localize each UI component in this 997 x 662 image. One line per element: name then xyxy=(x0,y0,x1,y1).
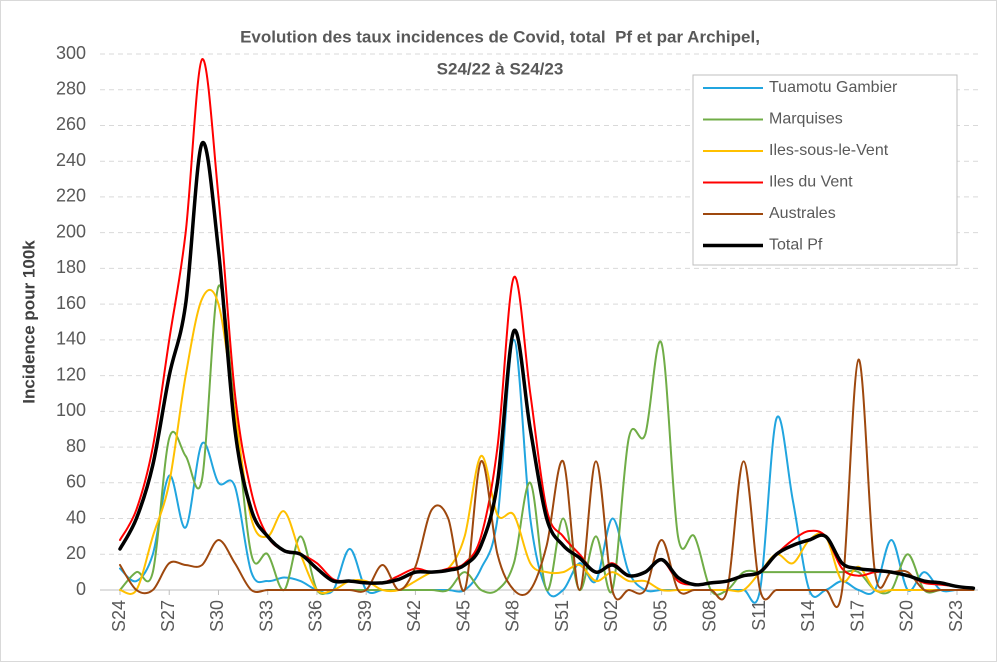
x-tick-label: S02 xyxy=(601,600,621,632)
x-tick-label: S39 xyxy=(355,600,375,632)
x-tick-label: S14 xyxy=(798,600,818,632)
x-tick-label: S36 xyxy=(306,600,326,632)
series-line xyxy=(119,284,975,596)
x-tick-label: S42 xyxy=(404,600,424,632)
y-tick-label: 40 xyxy=(66,507,86,527)
x-tick-label: S33 xyxy=(256,600,276,632)
x-tick-label: S27 xyxy=(158,600,178,632)
series-line xyxy=(119,58,975,590)
x-tick-label: S30 xyxy=(207,600,227,632)
legend-label: Australes xyxy=(769,205,836,222)
y-axis-title: Incidence pour 100k xyxy=(19,240,38,404)
y-tick-label: 180 xyxy=(56,257,86,277)
y-tick-label: 140 xyxy=(56,329,86,349)
y-tick-label: 300 xyxy=(56,43,86,63)
y-tick-label: 260 xyxy=(56,114,86,134)
y-tick-label: 220 xyxy=(56,186,86,206)
legend-box xyxy=(692,74,958,266)
x-tick-label: S45 xyxy=(453,600,473,632)
y-tick-label: 120 xyxy=(56,364,86,384)
x-tick-label: S08 xyxy=(700,600,720,632)
x-tick-label: S23 xyxy=(946,600,966,632)
y-tick-label: 160 xyxy=(56,293,86,313)
y-tick-label: 200 xyxy=(56,221,86,241)
y-tick-label: 0 xyxy=(76,579,86,599)
legend: Tuamotu Gambier Marquises Iles-sous-le-Ven… xyxy=(692,74,958,266)
x-tick-label: S24 xyxy=(109,600,129,632)
x-tick-label: S17 xyxy=(847,600,867,632)
legend-label: Iles du Vent xyxy=(769,174,853,191)
x-tick-label: S20 xyxy=(897,600,917,632)
y-tick-label: 20 xyxy=(66,543,86,563)
series-line xyxy=(119,338,975,604)
x-tick-label: S05 xyxy=(650,600,670,632)
legend-label: Marquises xyxy=(769,111,843,128)
x-tick-label: S11 xyxy=(749,600,769,631)
legend-label: Iles-sous-le-Vent xyxy=(769,142,889,159)
legend-label: Tuamotu Gambier xyxy=(769,79,898,96)
y-tick-label: 80 xyxy=(66,436,86,456)
chart-title: Evolution des taux incidences de Covid, … xyxy=(240,27,760,46)
y-tick-label: 280 xyxy=(56,78,86,98)
chart-subtitle: S24/22 à S24/23 xyxy=(437,59,564,78)
x-tick-label: S48 xyxy=(503,600,523,632)
series-line xyxy=(119,358,975,608)
x-tick-label: S51 xyxy=(552,600,572,632)
legend-label: Total Pf xyxy=(769,237,823,254)
y-tick-label: 240 xyxy=(56,150,86,170)
y-tick-label: 100 xyxy=(56,400,86,420)
series-line xyxy=(118,140,976,590)
y-tick-label: 60 xyxy=(66,472,86,492)
